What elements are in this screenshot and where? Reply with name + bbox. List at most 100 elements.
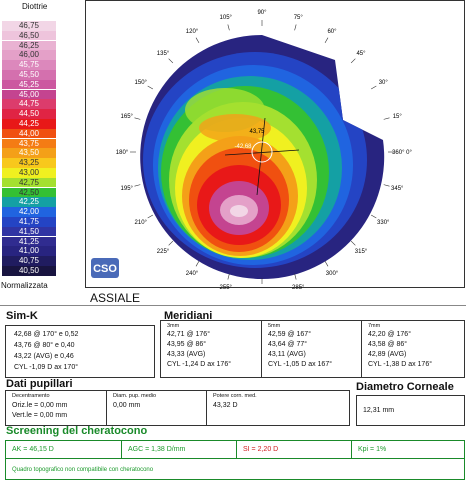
- topography-map: 360° 0° 15° 30° 45° 60° 75° 90° 105° 120° 135° 150…: [85, 0, 465, 290]
- pupil-column: Diam. pup. medio 0,00 mm: [106, 391, 206, 425]
- legend-item: 44,75: [2, 99, 56, 109]
- angle-label: 165°: [121, 114, 134, 120]
- legend-item: 40,50: [2, 266, 56, 276]
- meridian-line: CYL -1,24 D ax 176°: [167, 361, 232, 368]
- meridian-line: 43,95 @ 86°: [167, 341, 207, 348]
- logo-bg: [91, 258, 119, 278]
- legend-item: 46,75: [2, 21, 56, 31]
- logo: CSO: [93, 263, 117, 275]
- legend-item: 42,25: [2, 197, 56, 207]
- sim-k-line: CYL -1,09 D ax 170°: [14, 364, 79, 371]
- angle-tick: [134, 117, 141, 120]
- angle-label: 225°: [157, 249, 170, 255]
- column-header: 3mm: [167, 323, 180, 329]
- angle-label: 330°: [377, 220, 390, 226]
- color-map: [140, 35, 385, 279]
- legend-footer: Normalizzata: [1, 281, 48, 290]
- angle-tick: [383, 117, 390, 120]
- meridian-line: 43,58 @ 86°: [368, 341, 408, 348]
- map-annotation: 43,75: [249, 129, 265, 135]
- angle-label: 45°: [356, 51, 366, 57]
- pupil-column: Potere corn. med. 43,32 D: [206, 391, 349, 425]
- meridian-line: 42,20 @ 176°: [368, 331, 411, 338]
- sim-k-box: 42,68 @ 170° e 0,52 43,76 @ 80° e 0,40 43,…: [5, 325, 155, 378]
- angle-tick: [134, 184, 141, 187]
- section-title: Screening del cheratocono: [6, 425, 148, 437]
- angle-label: 60°: [327, 29, 337, 35]
- meridian-column: 3mm 42,71 @ 176° 43,95 @ 86° 43,33 (AVG) CYL…: [161, 321, 263, 377]
- legend-item: 42,75: [2, 177, 56, 188]
- angle-label: 285°: [292, 285, 305, 290]
- legend-item: 41,50: [2, 226, 56, 237]
- angle-label: 255°: [220, 285, 233, 290]
- legend-item: 41,25: [2, 236, 56, 247]
- angle-label: 345°: [391, 186, 404, 192]
- diameter-value: 12,31 mm: [363, 407, 395, 414]
- legend-title: Diottrie: [22, 2, 48, 11]
- legend-item: 45,75: [2, 60, 56, 70]
- angle-label: 135°: [157, 51, 170, 57]
- angle-tick: [370, 85, 377, 90]
- angle-label: 210°: [135, 220, 148, 226]
- meridian-line: 43,11 (AVG): [268, 351, 306, 358]
- section-title: Sim-K: [6, 310, 38, 322]
- angle-tick: [195, 260, 200, 267]
- meridian-line: 42,71 @ 176°: [167, 331, 210, 338]
- sim-k-line: 42,68 @ 170° e 0,52: [14, 331, 79, 338]
- pupil-line: Oriz.le = 0,00 mm: [12, 402, 68, 409]
- view-title: ASSIALE: [90, 291, 141, 305]
- angle-label: 15°: [393, 114, 403, 120]
- legend-item: 44,00: [2, 128, 56, 139]
- meridian-column: 7mm 42,20 @ 176° 43,58 @ 86° 42,89 (AVG) CYL…: [361, 321, 463, 377]
- angle-tick: [324, 260, 329, 267]
- column-header: Diam. pup. medio: [113, 393, 157, 399]
- legend-item: 46,25: [2, 40, 56, 51]
- angle-label: 195°: [121, 186, 134, 192]
- legend-item: 43,00: [2, 168, 56, 178]
- meridian-line: CYL -1,05 D ax 167°: [268, 361, 333, 368]
- angle-tick: [227, 273, 230, 280]
- angle-tick: [195, 37, 200, 44]
- pupil-line: Vert.le = 0,00 mm: [12, 412, 68, 419]
- angle-label: 105°: [220, 15, 233, 21]
- angle-label: 30°: [379, 80, 389, 86]
- angle-tick: [383, 184, 390, 187]
- meridian-line: 42,89 (AVG): [368, 351, 407, 358]
- legend-item: 42,50: [2, 187, 56, 198]
- angle-tick: [168, 58, 174, 64]
- angle-tick: [168, 240, 174, 246]
- legend-item: 43,25: [2, 158, 56, 168]
- meridian-line: 43,64 @ 77°: [268, 341, 308, 348]
- diameter-box: 12,31 mm: [356, 395, 465, 426]
- legend-item: 46,50: [2, 30, 56, 41]
- angle-label: 75°: [294, 15, 304, 21]
- legend-item: 45,00: [2, 89, 56, 100]
- section-title: Meridiani: [164, 310, 213, 322]
- screening-box: Quadro topografico non compatibile con c…: [5, 440, 465, 480]
- legend-item: 41,00: [2, 246, 56, 256]
- legend-item: 41,75: [2, 217, 56, 227]
- screening-index: Kpi = 1%: [351, 441, 464, 459]
- angle-tick: [324, 37, 329, 44]
- meridian-line: 42,59 @ 167°: [268, 331, 311, 338]
- sim-k-line: 43,22 (AVG) e 0,46: [14, 353, 74, 360]
- meridian-column: 5mm 42,59 @ 167° 43,64 @ 77° 43,11 (AVG) CYL…: [261, 321, 363, 377]
- legend-item: 45,25: [2, 79, 56, 90]
- separator: [0, 305, 466, 306]
- map-annotation: -42,68: [234, 144, 252, 150]
- meridiani-box: 3mm 42,71 @ 176° 43,95 @ 86° 43,33 (AVG) CYL…: [160, 320, 465, 378]
- angle-tick: [227, 24, 230, 31]
- screening-index: AK = 46,15 D: [6, 441, 121, 459]
- screening-index: SI = 2,20 D: [236, 441, 351, 459]
- pupil-column: Decentramento Oriz.le = 0,00 mm Vert.le = …: [6, 391, 106, 425]
- legend-item: 46,00: [2, 50, 56, 60]
- angle-tick: [294, 24, 297, 31]
- sim-k-line: 43,76 @ 80° e 0,40: [14, 342, 75, 349]
- column-header: Potere corn. med.: [213, 393, 257, 399]
- angle-label: 315°: [355, 249, 368, 255]
- legend-item: 40,75: [2, 256, 56, 266]
- legend-item: 45,50: [2, 70, 56, 80]
- angle-tick: [370, 214, 377, 219]
- angle-tick: [294, 273, 297, 280]
